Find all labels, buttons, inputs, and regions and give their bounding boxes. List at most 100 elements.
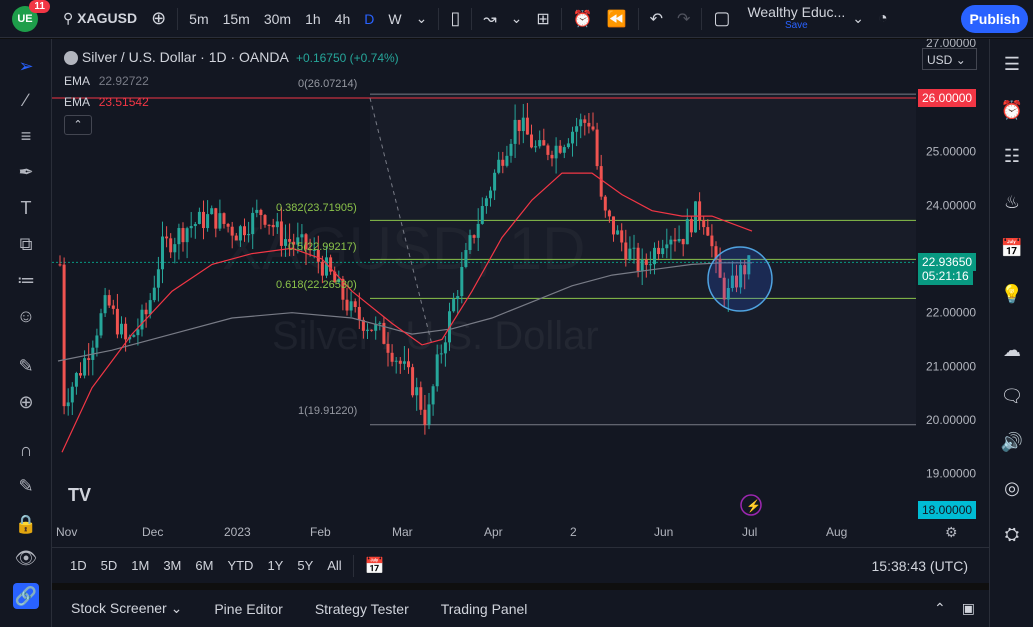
quick-search-icon[interactable]: ◔ (877, 9, 888, 27)
link-icon[interactable]: 🔗 (13, 583, 39, 609)
interval-5m[interactable]: 5m (189, 10, 209, 27)
layout-grid-icon[interactable]: ⊞ (536, 10, 550, 28)
undo-icon[interactable]: ↶ (649, 10, 664, 28)
publish-button[interactable]: Publish (961, 5, 1028, 33)
tab-stock-screener-label: Stock Screener (71, 600, 167, 616)
alarm-clock-icon[interactable]: ⏰ (1000, 99, 1024, 120)
candle-body (136, 329, 140, 336)
maximize-icon[interactable]: ▣ (961, 600, 975, 616)
ema-slow-line[interactable] (57, 262, 752, 362)
replay-icon[interactable]: ⏪ (606, 10, 627, 28)
chat-icon[interactable]: 🗨 (1000, 385, 1024, 406)
trend-line-icon[interactable]: ∕ (24, 89, 28, 110)
tab-pine-editor[interactable]: Pine Editor (214, 600, 283, 617)
fullscreen-square-icon[interactable]: ▢ (713, 8, 731, 28)
notifications-icon[interactable]: 🔊 (1000, 431, 1024, 452)
ema-row-1[interactable]: EMA 22.92722 (64, 74, 399, 88)
ruler-icon[interactable]: ✎ (18, 355, 34, 376)
indicators-icon[interactable]: ↝ (483, 10, 497, 28)
fib-label-5: 0.5(22.99217) (288, 241, 357, 253)
date-range-icon[interactable]: 📅 (364, 557, 385, 575)
range-all[interactable]: All (327, 558, 342, 573)
range-5d[interactable]: 5D (100, 558, 118, 573)
x-axis-tick: Mar (392, 525, 413, 539)
candle-body (378, 322, 382, 324)
candle-body (210, 208, 214, 215)
calendar-icon[interactable]: 📅 (1000, 237, 1024, 258)
ema-row-2[interactable]: EMA 23.51542 (64, 95, 399, 109)
range-1y[interactable]: 1Y (267, 558, 284, 573)
symbol-search[interactable]: ⚲ XAGUSD (63, 10, 138, 26)
currency-select[interactable]: USD ⌄ (922, 48, 977, 70)
candle-body (99, 313, 103, 336)
candle-body (612, 216, 615, 235)
range-1m[interactable]: 1M (131, 558, 150, 573)
tab-stock-screener[interactable]: Stock Screener ⌄ (52, 600, 198, 617)
text-icon[interactable]: T (20, 197, 32, 218)
tab-trading-panel[interactable]: Trading Panel (440, 600, 528, 617)
zoom-icon[interactable]: ⊕ (18, 391, 34, 412)
candle-body (345, 299, 349, 311)
highlight-circle[interactable] (707, 246, 773, 312)
cursor-icon[interactable]: ➢ (18, 55, 34, 76)
legend-title[interactable]: Silver / U.S. Dollar · 1D · OANDA (81, 49, 289, 65)
layout-name[interactable]: Wealthy Educ... Save (747, 3, 846, 31)
streams-cloud-icon[interactable]: ☁ (1003, 339, 1021, 360)
candle-body (735, 275, 738, 288)
range-5y[interactable]: 5Y (297, 558, 314, 573)
chart-area[interactable]: Silver / U.S. Dollar XAGUSD, 1D 0(26.072… (52, 39, 989, 547)
interval-15m[interactable]: 15m (222, 10, 250, 27)
data-window-icon[interactable]: ☷ (1003, 145, 1021, 166)
interval-1h[interactable]: 1h (305, 10, 321, 27)
brush-icon[interactable]: ✒ (18, 161, 34, 182)
candle-body (238, 226, 242, 241)
lock-drawing-icon[interactable]: ✎ (18, 475, 34, 496)
price-tag-bottom: 18.00000 (918, 501, 977, 519)
interval-dropdown-icon[interactable]: ⌄ (415, 10, 428, 26)
events-icon[interactable] (740, 494, 762, 516)
utc-clock[interactable]: 15:38:43 (UTC) (871, 557, 968, 574)
price-chart[interactable]: Silver / U.S. Dollar XAGUSD, 1D 0(26.072… (52, 39, 989, 547)
fib-retracement-icon[interactable]: ≡ (20, 125, 32, 146)
candle-body (571, 131, 574, 144)
range-6m[interactable]: 6M (195, 558, 214, 573)
range-1d[interactable]: 1D (70, 558, 87, 573)
compare-add-button[interactable]: ⊕ (151, 8, 167, 28)
indicators-dropdown-icon[interactable]: ⌄ (510, 10, 523, 26)
redo-icon[interactable]: ↷ (677, 10, 691, 28)
separator (560, 7, 562, 30)
candle-body (95, 335, 99, 348)
tab-strategy-tester[interactable]: Strategy Tester (314, 600, 409, 617)
magnet-icon[interactable]: ∩ (19, 439, 33, 460)
range-ytd[interactable]: YTD (227, 558, 254, 573)
candle-body (599, 166, 603, 197)
chevron-up-icon[interactable]: ⌃ (934, 600, 946, 616)
fib-label-0: 0(26.07214) (298, 78, 357, 90)
candle-body (554, 145, 558, 159)
forecast-icon[interactable]: ≔ (17, 269, 35, 290)
collapse-legend-button[interactable]: ⌃ (64, 115, 92, 136)
interval-30m[interactable]: 30m (263, 10, 292, 27)
emoji-icon[interactable]: ☺ (16, 305, 36, 326)
candle-body (304, 234, 308, 250)
settings-gear-icon[interactable]: ⚙ (945, 524, 958, 540)
eye-icon[interactable]: 👁 (14, 547, 38, 568)
candle-style-icon[interactable]: ▯ (450, 8, 461, 28)
help-icon[interactable]: ⛭ (1004, 523, 1020, 544)
user-avatar[interactable]: UE 11 (12, 0, 50, 32)
layout-dropdown-icon[interactable]: ⌄ (852, 10, 864, 26)
interval-d[interactable]: D (364, 10, 375, 27)
hotlist-fire-icon[interactable]: ♨ (1003, 191, 1021, 212)
candle-body (505, 155, 509, 166)
interval-4h[interactable]: 4h (334, 10, 351, 27)
watchlist-icon[interactable]: ☰ (1003, 53, 1021, 74)
broadcast-icon[interactable]: ◎ (1004, 477, 1020, 498)
interval-w[interactable]: W (388, 10, 402, 27)
ideas-lightbulb-icon[interactable]: 💡 (1000, 283, 1024, 304)
lock-icon[interactable]: 🔒 (14, 513, 38, 534)
fib-trend-line[interactable] (369, 97, 433, 345)
ema-fast-line[interactable] (61, 172, 753, 453)
range-3m[interactable]: 3M (163, 558, 182, 573)
alert-icon[interactable]: ⏰ (572, 10, 593, 28)
pattern-icon[interactable]: ⧉ (19, 233, 33, 254)
